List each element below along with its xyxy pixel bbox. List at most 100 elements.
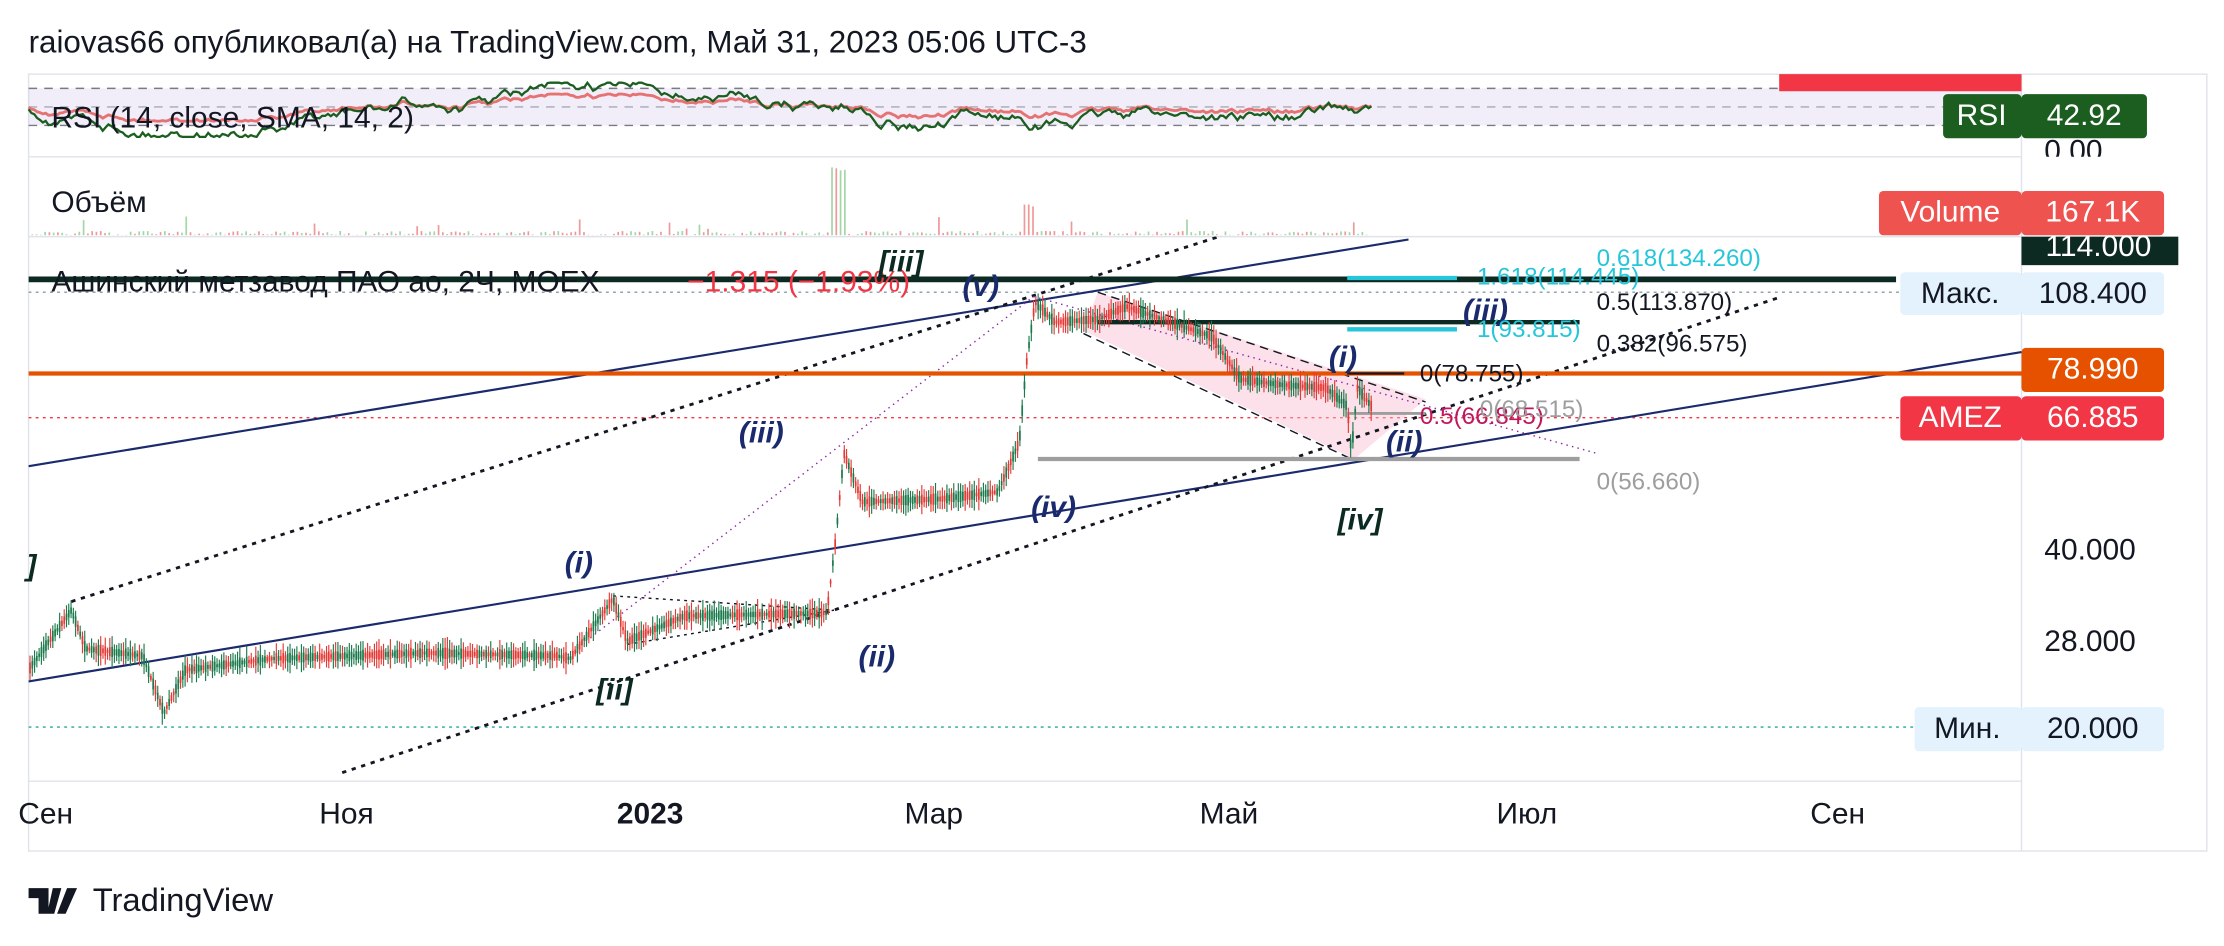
volume-bar <box>583 232 585 236</box>
candle-body <box>40 647 43 657</box>
candle-body <box>1158 316 1160 320</box>
volume-bar <box>146 231 149 236</box>
candle-body <box>81 636 84 645</box>
volume-bar <box>891 233 893 236</box>
candle-body <box>1183 321 1185 333</box>
candle-body <box>955 494 957 500</box>
volume-bar <box>433 231 436 236</box>
candle-body <box>145 664 148 668</box>
volume-bar <box>87 233 89 236</box>
volume-bar <box>168 233 170 236</box>
candle-body <box>362 649 364 661</box>
logo <box>28 888 78 914</box>
candle-body <box>925 497 928 502</box>
candle-body <box>540 651 542 660</box>
volume-bar <box>677 231 679 236</box>
max-badge-value: 108.400 <box>2039 277 2147 310</box>
volume-bar <box>779 231 782 236</box>
candle-body <box>134 651 136 659</box>
candle-body <box>154 685 157 695</box>
candle-body <box>357 651 360 660</box>
max-badge-name: Макс. <box>1921 277 2000 310</box>
candle-body <box>1208 330 1211 341</box>
candle-body <box>387 651 389 658</box>
volume-bar <box>540 232 543 236</box>
volume-bar <box>843 169 846 236</box>
volume-bar <box>164 231 166 236</box>
candle-body <box>795 610 798 617</box>
volume-bar <box>480 232 483 236</box>
volume-bar <box>249 233 252 236</box>
candle-body <box>1130 306 1133 311</box>
volume-bar <box>574 231 577 236</box>
candle-body <box>1285 383 1288 387</box>
volume-bar <box>219 232 222 236</box>
candle-body <box>1155 315 1158 320</box>
candle-body <box>1108 309 1110 319</box>
candle-body <box>512 650 515 660</box>
candle-body <box>1304 382 1306 391</box>
candle-body <box>232 660 234 667</box>
candle-body <box>889 498 891 504</box>
candle-body <box>952 492 955 503</box>
volume-bar <box>1237 234 1240 236</box>
candle-body <box>1151 313 1154 318</box>
candle-body <box>934 493 937 505</box>
volume-bar <box>1143 234 1146 236</box>
candle-body <box>638 631 640 641</box>
candle-body <box>594 620 597 626</box>
candle-body <box>111 646 113 658</box>
volume-bar <box>1310 231 1312 236</box>
candle-body <box>79 631 82 637</box>
candle-body <box>946 493 948 504</box>
volume-bar <box>634 232 637 236</box>
candle-body <box>706 611 709 620</box>
candle-body <box>1347 414 1350 424</box>
volume-bar <box>450 231 453 236</box>
candle-body <box>56 628 59 632</box>
candle-body <box>499 649 501 660</box>
candle-body <box>1279 381 1281 388</box>
candle-body <box>1066 317 1069 326</box>
candle-body <box>756 609 759 620</box>
volume-bar <box>805 233 808 236</box>
candle-body <box>590 627 592 632</box>
candle-body <box>1176 318 1179 330</box>
candle-body <box>280 656 282 661</box>
candle-body <box>670 617 672 627</box>
candle-body <box>784 609 786 618</box>
candle-body <box>615 602 618 614</box>
candle-body <box>172 691 175 696</box>
volume-bar <box>997 234 1000 236</box>
candle-body <box>1037 300 1040 311</box>
candle-body <box>375 650 378 659</box>
candle-body <box>1187 325 1190 332</box>
volume-bar <box>61 232 64 236</box>
candle-body <box>323 655 326 659</box>
candle-body <box>1162 316 1165 324</box>
candle-body <box>736 609 738 621</box>
volume-bar <box>245 231 247 236</box>
candle-body <box>546 653 549 658</box>
min-badge-value: 20.000 <box>2047 712 2139 745</box>
candle-body <box>649 629 652 633</box>
volume-bar <box>839 170 842 236</box>
volume-bar <box>1288 232 1291 236</box>
time-label: 2023 <box>617 797 684 830</box>
candle-body <box>1135 306 1138 314</box>
candle-body <box>1053 317 1055 326</box>
candle-body <box>42 644 45 654</box>
candle-body <box>920 494 923 505</box>
volume-bar <box>1044 230 1047 236</box>
candle-body <box>1009 458 1012 466</box>
candle-body <box>1085 315 1087 325</box>
candle-body <box>850 467 852 477</box>
candle-body <box>202 665 205 670</box>
candle-body <box>1313 382 1315 392</box>
candle-body <box>1137 308 1140 314</box>
volume-bar <box>1049 231 1051 236</box>
wave-label: ] <box>23 549 37 582</box>
volume-bar <box>1241 231 1244 236</box>
candle-body <box>993 490 996 494</box>
candle-body <box>1363 393 1366 401</box>
